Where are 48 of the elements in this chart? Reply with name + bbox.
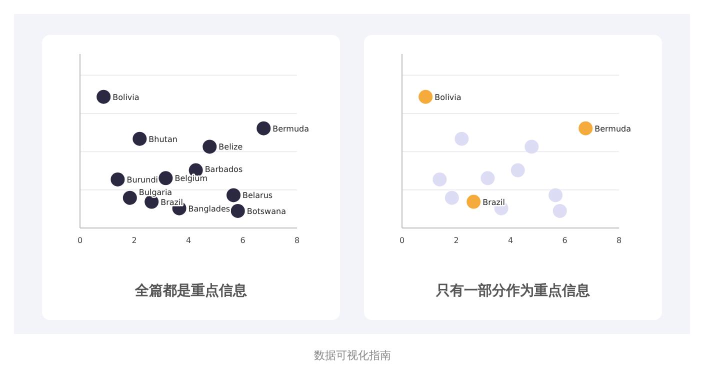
point [158, 171, 173, 186]
point [466, 194, 481, 209]
point [202, 140, 217, 154]
point [110, 172, 125, 186]
text: 只有一部分作为重点信息 [435, 282, 591, 299]
point [418, 90, 433, 104]
point [96, 90, 111, 104]
annotation: Bermuda [272, 124, 310, 134]
annotation: Burundi [126, 175, 158, 184]
point [256, 121, 271, 136]
x-tick-label: 2 [132, 236, 137, 245]
x-tick-label: 8 [294, 236, 300, 245]
point [524, 140, 539, 154]
point [480, 171, 495, 186]
point [548, 188, 563, 202]
annotation: Barbados [204, 164, 243, 174]
annotation: Belize [218, 142, 243, 152]
x-tick-label: 8 [616, 236, 622, 245]
annotation: Bolivia [434, 92, 462, 102]
point [510, 163, 525, 178]
annotation: Bolivia [112, 92, 140, 102]
point [578, 121, 593, 136]
point [226, 188, 241, 202]
point [122, 190, 137, 205]
point [552, 204, 567, 218]
text: 数据可视化指南 [314, 349, 391, 362]
annotation: Banglades [188, 204, 230, 214]
point [454, 132, 469, 146]
annotation: Brazil [160, 198, 183, 207]
point [444, 190, 459, 205]
x-tick-label: 4 [186, 236, 192, 245]
point [432, 172, 447, 186]
text: 全篇都是重点信息 [134, 283, 248, 299]
annotation: Bermuda [594, 124, 632, 134]
x-tick-label: 2 [454, 236, 459, 245]
x-tick-label: 6 [240, 236, 246, 245]
annotation: Bulgaria [138, 188, 172, 197]
x-tick-label: 6 [562, 236, 568, 245]
x-tick-label: 0 [399, 236, 405, 245]
x-tick-label: 0 [77, 236, 83, 245]
annotation: Belarus [242, 191, 273, 200]
annotation: Botswana [246, 206, 286, 216]
annotation: Bhutan [148, 134, 178, 144]
x-tick-label: 4 [508, 236, 514, 245]
annotation: Brazil [482, 198, 505, 207]
point [132, 132, 147, 146]
annotation: Belgium [174, 174, 208, 184]
point [230, 204, 245, 218]
